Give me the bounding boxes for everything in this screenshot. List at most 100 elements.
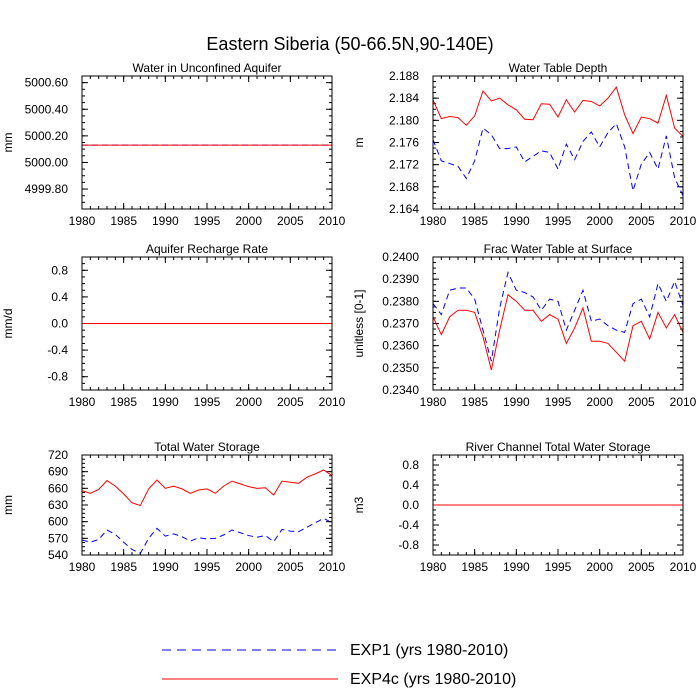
x-tick-label: 2000 <box>586 395 613 409</box>
plot-frame <box>81 256 333 391</box>
x-tick-label: 1995 <box>545 214 572 228</box>
x-tick-label: 1985 <box>110 560 137 574</box>
y-tick-label: 0.4 <box>402 478 419 492</box>
x-tick-label: 1980 <box>69 214 96 228</box>
figure-title: Eastern Siberia (50-66.5N,90-140E) <box>206 34 493 54</box>
x-tick-label: 2005 <box>277 560 304 574</box>
plot-frame <box>432 454 684 556</box>
x-tick-label: 1990 <box>503 395 530 409</box>
y-tick-label: 2.164 <box>389 202 419 216</box>
panel-1: Water in Unconfined Aquifer mm 1980 1985 199… <box>1 61 346 228</box>
series-line-exp1 <box>433 271 683 362</box>
x-tick-label: 1985 <box>110 395 137 409</box>
y-tick-label: 2.172 <box>389 158 419 172</box>
y-tick-label: 0.8 <box>402 458 419 472</box>
series-line-exp4c <box>82 469 332 507</box>
x-tick-label: 1980 <box>420 560 447 574</box>
x-tick-label: 2010 <box>670 395 697 409</box>
y-axis-label: unitless [0-1] <box>352 289 366 357</box>
series-line-exp1 <box>433 122 683 196</box>
x-tick-label: 1990 <box>152 560 179 574</box>
y-axis-label: m3 <box>352 496 366 513</box>
y-tick-label: 5000.20 <box>25 129 69 143</box>
x-tick-label: 1990 <box>152 214 179 228</box>
x-tick-label: 2005 <box>628 560 655 574</box>
x-tick-label: 1995 <box>545 395 572 409</box>
y-tick-label: 660 <box>48 481 68 495</box>
panel-title: Total Water Storage <box>154 440 260 454</box>
y-tick-label: -0.8 <box>47 370 68 384</box>
legend-label-exp1: EXP1 (yrs 1980-2010) <box>350 642 508 659</box>
panel-title: Water Table Depth <box>509 61 608 75</box>
y-tick-label: -0.8 <box>398 538 419 552</box>
x-tick-label: 2005 <box>277 395 304 409</box>
y-axis-label: mm <box>1 133 15 153</box>
x-tick-label: 1990 <box>503 214 530 228</box>
x-tick-label: 2000 <box>586 560 613 574</box>
x-tick-label: 2010 <box>319 214 346 228</box>
y-tick-label: 0.4 <box>51 290 68 304</box>
y-tick-label: 0.0 <box>51 317 68 331</box>
x-tick-label: 1985 <box>110 214 137 228</box>
y-tick-label: 630 <box>48 498 68 512</box>
x-tick-label: 1985 <box>461 214 488 228</box>
panel-3: Aquifer Recharge Rate mm/d 1980 1985 1990 199… <box>1 242 346 409</box>
x-tick-label: 1980 <box>69 395 96 409</box>
y-tick-label: 0.2400 <box>382 250 419 264</box>
x-tick-label: 1995 <box>194 214 221 228</box>
x-tick-label: 1985 <box>461 395 488 409</box>
y-tick-label: 0.2340 <box>382 383 419 397</box>
x-tick-label: 2000 <box>235 214 262 228</box>
y-tick-label: 0.2360 <box>382 339 419 353</box>
y-tick-label: 570 <box>48 531 68 545</box>
y-tick-label: 5000.60 <box>25 76 69 90</box>
panel-title: Aquifer Recharge Rate <box>146 242 268 256</box>
panel-2: Water Table Depth m 1980 1985 1990 1995 2000 20… <box>352 61 697 228</box>
y-tick-label: 0.2380 <box>382 294 419 308</box>
x-tick-label: 2010 <box>670 560 697 574</box>
x-tick-label: 1990 <box>503 560 530 574</box>
x-tick-label: 1995 <box>545 560 572 574</box>
x-tick-label: 2000 <box>235 395 262 409</box>
series-line-exp4c <box>433 293 683 371</box>
x-tick-label: 2010 <box>319 395 346 409</box>
x-tick-label: 2000 <box>586 214 613 228</box>
y-tick-label: 0.8 <box>51 263 68 277</box>
x-tick-label: 2010 <box>319 560 346 574</box>
y-tick-label: -0.4 <box>398 518 419 532</box>
y-tick-label: 0.2370 <box>382 317 419 331</box>
y-tick-label: 540 <box>48 548 68 562</box>
y-tick-label: 2.188 <box>389 69 419 83</box>
x-tick-label: 1980 <box>420 395 447 409</box>
y-tick-label: 5000.00 <box>25 155 69 169</box>
x-tick-label: 2005 <box>628 395 655 409</box>
y-tick-label: 5000.40 <box>25 102 69 116</box>
x-tick-label: 1995 <box>194 395 221 409</box>
plot-frame <box>432 256 684 391</box>
x-tick-label: 1995 <box>194 560 221 574</box>
legend-label-exp4c: EXP4c (yrs 1980-2010) <box>350 671 516 688</box>
y-tick-label: 0.0 <box>402 498 419 512</box>
y-tick-label: 4999.80 <box>25 182 69 196</box>
y-tick-label: 2.184 <box>389 91 419 105</box>
y-tick-label: 2.168 <box>389 180 419 194</box>
panel-4: Frac Water Table at Surface unitless [0-1… <box>352 242 697 409</box>
panel-5: Total Water Storage mm 1980 1985 1990 1995 200… <box>1 440 346 574</box>
series-line-exp1 <box>82 517 332 554</box>
plot-frame <box>81 75 333 210</box>
plot-frame <box>432 75 684 210</box>
y-axis-label: m <box>352 138 366 148</box>
x-tick-label: 1980 <box>420 214 447 228</box>
y-tick-label: 690 <box>48 465 68 479</box>
y-tick-label: 0.2350 <box>382 361 419 375</box>
y-axis-label: mm/d <box>1 309 15 339</box>
y-tick-label: -0.4 <box>47 343 68 357</box>
panel-6: River Channel Total Water Storage m3 1980 1… <box>352 440 697 574</box>
series-line-exp4c <box>433 85 683 137</box>
y-tick-label: 2.176 <box>389 136 419 150</box>
y-tick-label: 600 <box>48 515 68 529</box>
y-tick-label: 720 <box>48 448 68 462</box>
legend: EXP1 (yrs 1980-2010) EXP4c (yrs 1980-201… <box>162 642 516 688</box>
